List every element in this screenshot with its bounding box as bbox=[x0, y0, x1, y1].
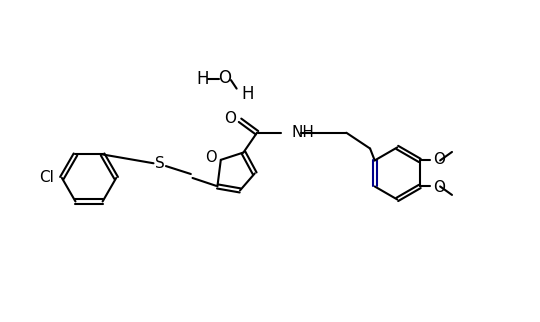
Text: O: O bbox=[433, 179, 445, 194]
Text: O: O bbox=[205, 150, 217, 165]
Text: Cl: Cl bbox=[39, 170, 54, 185]
Text: NH: NH bbox=[292, 125, 314, 140]
Text: O: O bbox=[224, 110, 236, 126]
Text: S: S bbox=[155, 156, 165, 171]
Text: H: H bbox=[241, 85, 254, 103]
Text: O: O bbox=[218, 69, 231, 87]
Text: O: O bbox=[433, 152, 445, 167]
Text: H: H bbox=[196, 70, 208, 88]
